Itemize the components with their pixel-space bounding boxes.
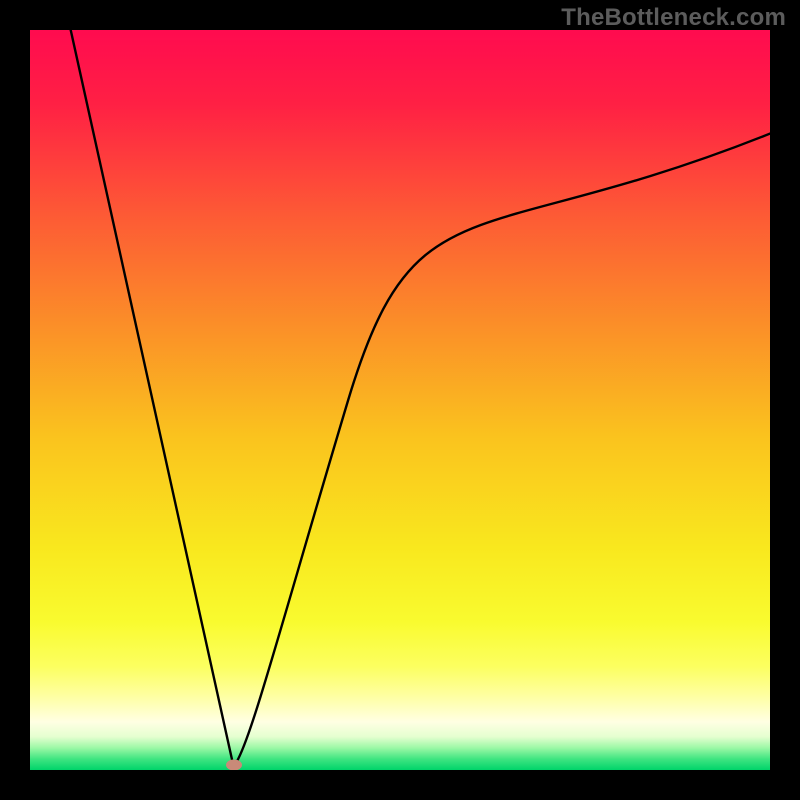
optimum-marker (226, 759, 242, 770)
bottleneck-chart: TheBottleneck.com (0, 0, 800, 800)
plot-area (30, 30, 770, 770)
watermark-text: TheBottleneck.com (561, 4, 786, 32)
curve-layer (30, 30, 770, 770)
bottleneck-curve (71, 30, 770, 766)
